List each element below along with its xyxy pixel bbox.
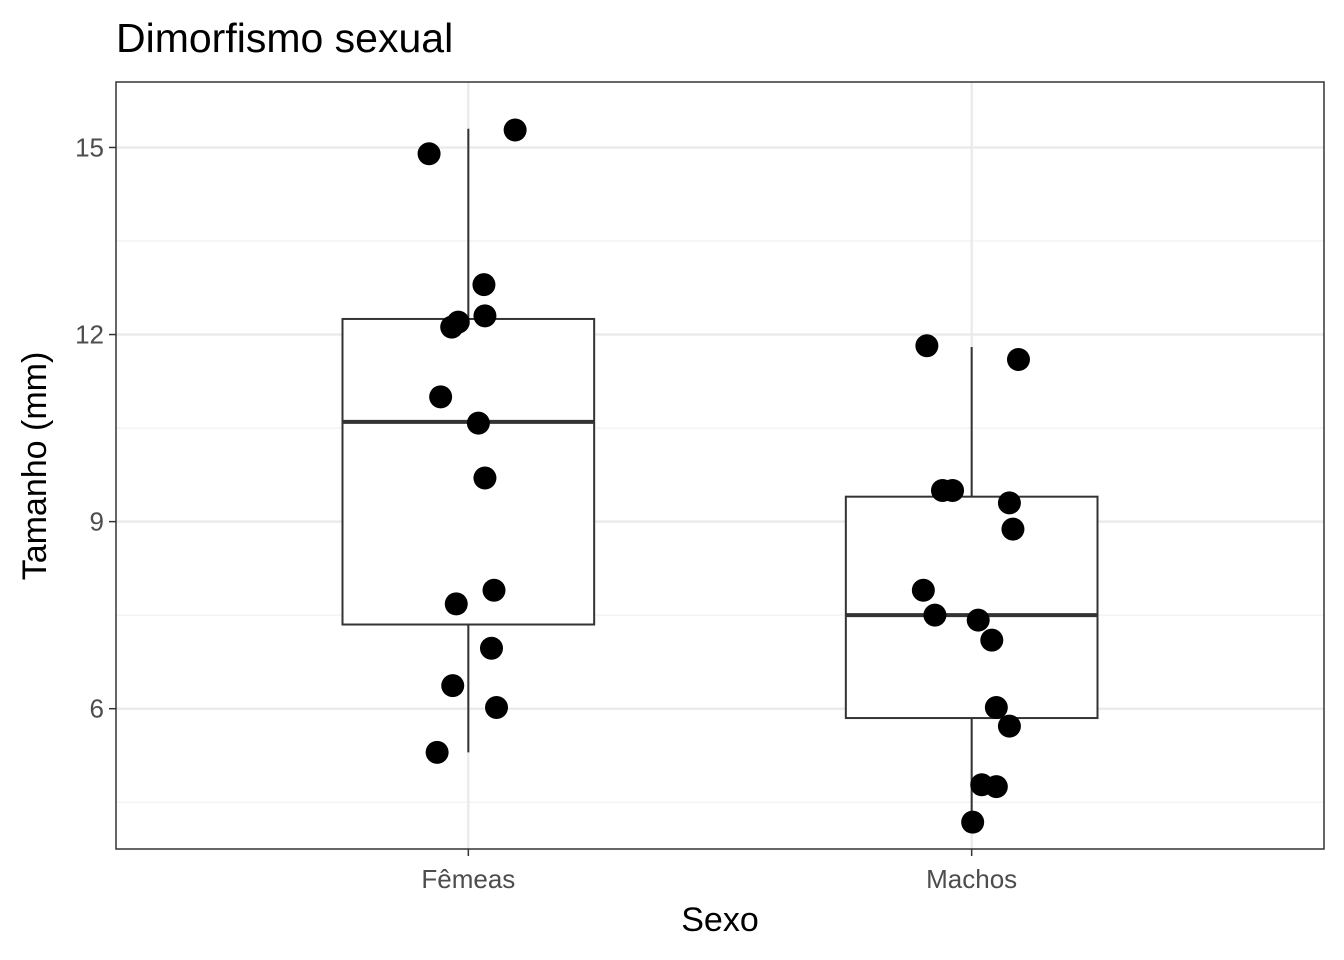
data-point [482,578,506,602]
y-tick-label: 12 [75,320,104,350]
x-axis-title: Sexo [681,901,759,939]
box-iqr [844,495,1099,720]
axis-layer: 6 9 12 15 Fêmeas Machos [75,132,1017,894]
box-0 [341,128,596,753]
y-tick-label: 9 [90,507,104,537]
data-point [1006,347,1030,371]
data-point [473,466,497,490]
data-point [915,334,939,358]
data-point [966,608,990,632]
data-point [444,592,468,616]
chart-title: Dimorfismo sexual [116,15,453,61]
point-layer [417,118,1030,834]
data-point [472,273,496,297]
y-tick-label: 6 [90,694,104,724]
data-point [429,385,453,409]
data-point [485,695,509,719]
data-point [961,810,985,834]
data-point [503,118,527,142]
data-point [941,478,965,502]
box-iqr [341,317,596,626]
data-point [997,491,1021,515]
data-point [466,411,490,435]
grid-layer [116,82,1324,849]
box-1 [844,347,1099,821]
data-point [1001,517,1025,541]
panel-border [115,81,1325,850]
data-point [911,578,935,602]
y-tick-label: 15 [75,132,104,162]
data-point [441,674,465,698]
y-axis-title: Tamanho (mm) [16,352,54,581]
data-point [984,775,1008,799]
data-point [997,714,1021,738]
x-tick-label: Fêmeas [421,864,515,894]
data-point [923,603,947,627]
data-point [479,636,503,660]
box-layer [341,128,1099,821]
data-point [417,142,441,166]
x-tick-label: Machos [926,864,1017,894]
data-point [984,695,1008,719]
data-point [425,740,449,764]
data-point [440,315,464,339]
data-point [980,628,1004,652]
data-point [473,304,497,328]
